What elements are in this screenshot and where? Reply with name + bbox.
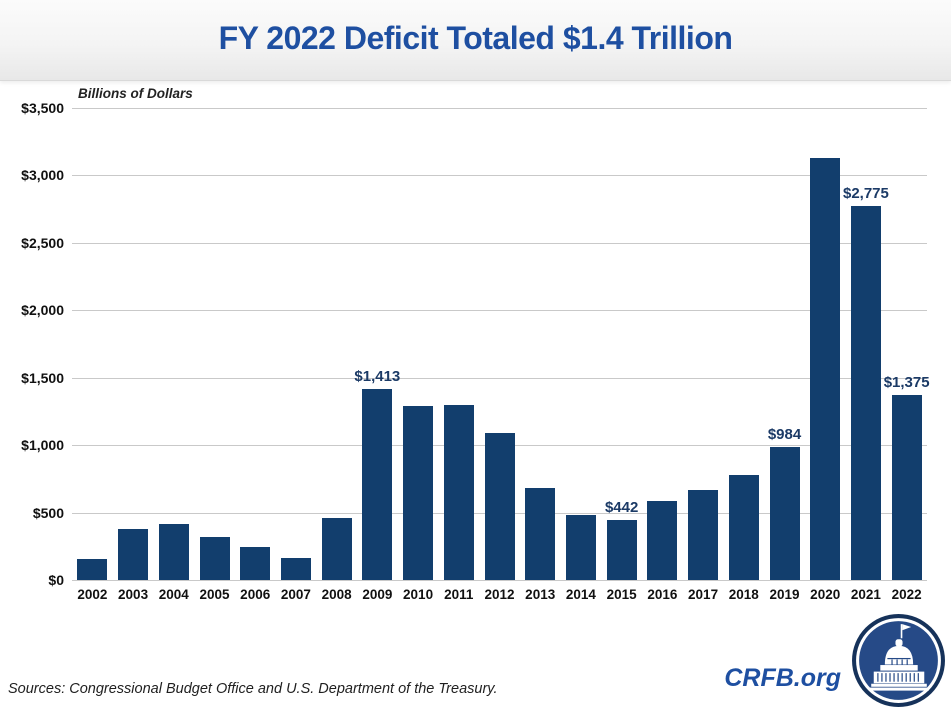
- deficit-bar-2020: [810, 157, 841, 580]
- x-axis-tick-label: 2015: [606, 587, 637, 602]
- x-axis-tick-label: 2009: [362, 587, 393, 602]
- bar-value-label: $1,413: [354, 368, 401, 386]
- bar-value-label: $2,775: [842, 184, 889, 202]
- gridline: [72, 108, 927, 109]
- deficit-bar-2014: [565, 514, 596, 580]
- y-axis-tick-label: $3,000: [21, 167, 64, 184]
- bar-value-label: $984: [767, 426, 802, 444]
- deficit-bar-2002: [77, 558, 108, 580]
- x-axis-tick-label: 2011: [444, 587, 474, 602]
- y-axis-tick-label: $1,000: [21, 437, 64, 454]
- x-axis-tick-label: 2006: [240, 587, 271, 602]
- deficit-bar-2008: [321, 518, 352, 580]
- gridline: [72, 310, 927, 312]
- y-axis-tick-label: $0: [48, 572, 64, 588]
- x-axis-tick-label: 2008: [321, 587, 352, 602]
- deficit-bar-2005: [199, 537, 230, 580]
- x-axis-tick-label: 2012: [484, 587, 515, 602]
- deficit-bar-2011: [443, 404, 474, 580]
- gridline: [72, 175, 927, 177]
- deficit-bar-2022: [891, 394, 922, 580]
- deficit-bar-2009: [362, 389, 393, 580]
- x-axis-tick-label: 2021: [850, 587, 881, 602]
- deficit-bar-2004: [158, 524, 189, 580]
- x-axis-tick-label: 2014: [565, 587, 596, 602]
- deficit-bar-2016: [647, 501, 678, 580]
- deficit-bar-2015: [606, 520, 637, 580]
- x-axis-tick-label: 2002: [77, 587, 108, 602]
- x-axis-tick-label: 2004: [158, 587, 189, 602]
- gridline: [72, 377, 927, 379]
- y-axis-tick-label: $500: [32, 504, 64, 521]
- y-axis-tick-label: $1,500: [21, 369, 64, 386]
- bar-value-label: $1,375: [883, 373, 930, 391]
- x-axis-tick-label: 2016: [647, 587, 678, 602]
- x-axis-tick-label: 2020: [810, 587, 841, 602]
- x-axis-tick-label: 2013: [525, 587, 556, 602]
- deficit-bar-2012: [484, 433, 515, 580]
- x-axis-tick-label: 2022: [891, 587, 922, 602]
- bar-value-label: $442: [604, 499, 639, 517]
- x-axis-tick-label: 2010: [403, 587, 434, 602]
- capitol-building-icon: [852, 614, 945, 707]
- x-axis-tick-label: 2005: [199, 587, 230, 602]
- gridline: [72, 242, 927, 244]
- deficit-bar-2019: [769, 447, 800, 580]
- x-axis-tick-label: 2007: [280, 587, 311, 602]
- deficit-bar-2007: [280, 558, 311, 580]
- y-axis-tick-label: $2,500: [21, 234, 64, 251]
- brand-wordmark: CRFB.org: [724, 664, 841, 692]
- y-axis-tick-label: $3,500: [21, 100, 64, 116]
- deficit-bar-2006: [240, 546, 271, 580]
- deficit-bar-2021: [850, 205, 881, 580]
- x-axis-tick-label: 2017: [688, 587, 719, 602]
- deficit-bar-2013: [525, 488, 556, 580]
- gridline: [72, 580, 927, 581]
- plot-area: $0 $500 $1,000 $1,500 $2,000 $2,500 $3,000 $3,5…: [21, 100, 930, 602]
- deficit-bar-2017: [688, 490, 719, 580]
- deficit-bar-2003: [118, 529, 149, 580]
- deficit-bar-2010: [403, 405, 434, 580]
- x-axis-tick-label: 2018: [728, 587, 759, 602]
- chart-title: FY 2022 Deficit Totaled $1.4 Trillion: [218, 20, 733, 56]
- sources-note: Sources: Congressional Budget Office and…: [8, 681, 498, 697]
- x-axis-tick-label: 2019: [769, 587, 800, 602]
- x-axis-tick-label: 2003: [118, 587, 149, 602]
- y-axis-tick-label: $2,000: [21, 302, 64, 319]
- title-banner: FY 2022 Deficit Totaled $1.4 Trillion: [0, 0, 951, 81]
- y-axis-unit-label: Billions of Dollars: [78, 86, 193, 101]
- deficit-bar-2018: [728, 474, 759, 580]
